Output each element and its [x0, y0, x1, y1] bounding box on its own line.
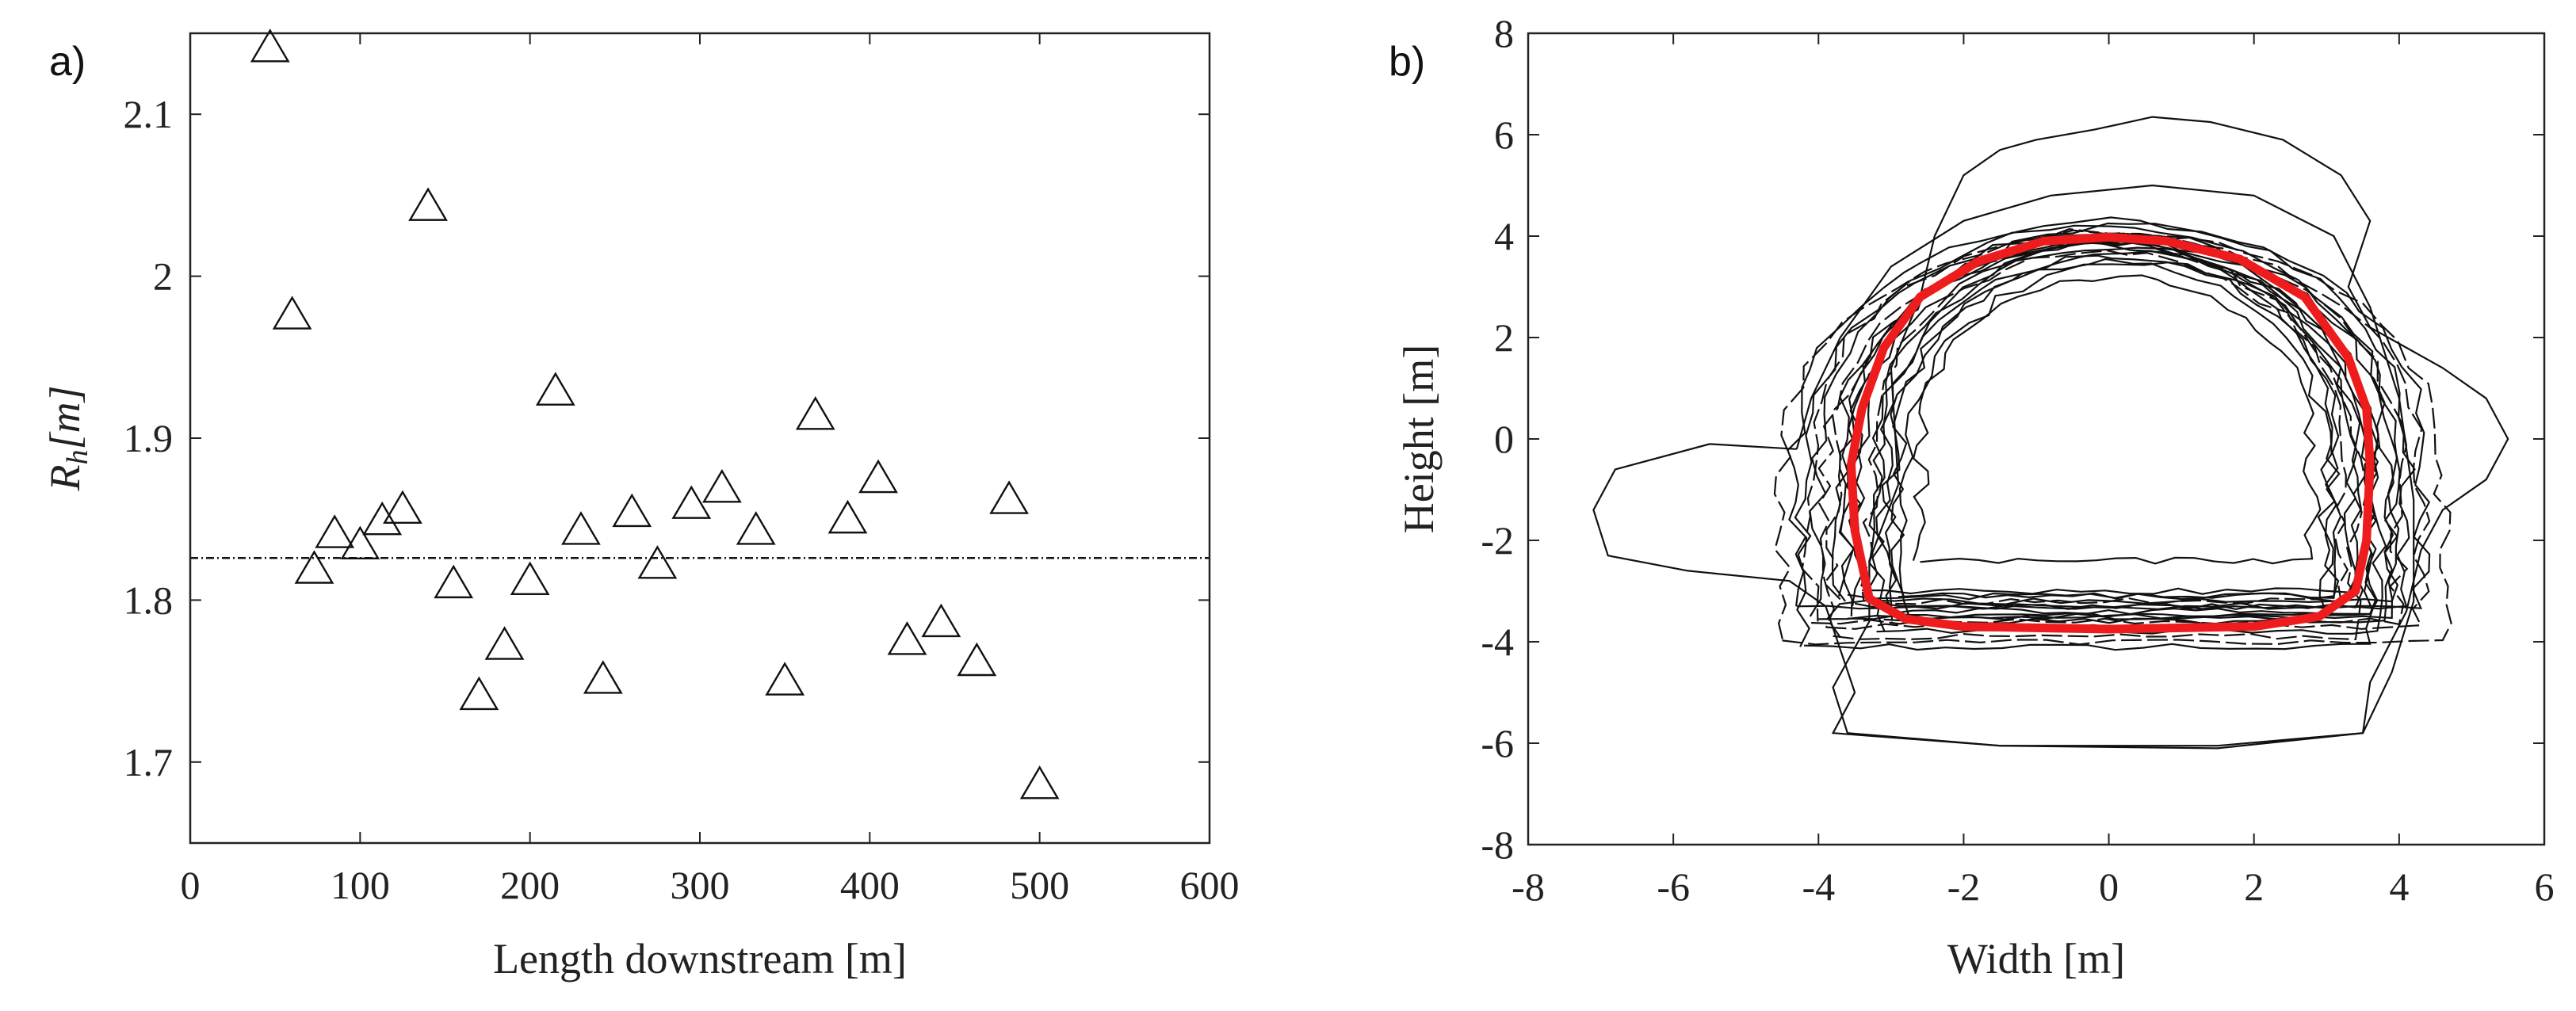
- triangle-marker: [535, 372, 575, 406]
- panel-b-y-axis-label: Height [m]: [1395, 345, 1443, 533]
- triangle-marker: [340, 525, 380, 560]
- triangle-marker: [272, 296, 312, 330]
- triangle-marker: [827, 499, 868, 534]
- triangle-marker: [612, 493, 652, 528]
- x-tick-label: -8: [1512, 864, 1545, 909]
- x-tick-label: -6: [1657, 864, 1690, 909]
- panel-a-x-axis-label: Length downstream [m]: [493, 935, 907, 982]
- triangle-marker: [765, 662, 805, 696]
- y-label-main: R: [41, 465, 89, 492]
- y-tick-label: 4: [1494, 214, 1514, 258]
- y-tick-label: 8: [1494, 11, 1514, 55]
- profile-line: [1837, 241, 2342, 601]
- panel-a-axes-box: [189, 32, 1211, 845]
- x-tick-label: 500: [1010, 863, 1069, 907]
- triangle-marker: [858, 459, 898, 494]
- triangle-marker: [1019, 765, 1060, 799]
- y-tick-label: 6: [1494, 113, 1514, 157]
- y-tick-label: -6: [1481, 721, 1514, 765]
- y-tick-label: -4: [1481, 620, 1514, 664]
- triangle-marker: [795, 396, 835, 430]
- panel-b-axes-box: [1527, 32, 2546, 846]
- y-label-tail: [m]: [41, 385, 89, 449]
- x-tick-label: 2: [2244, 864, 2264, 909]
- triangle-marker: [383, 490, 422, 525]
- y-tick-label: 2.1: [124, 92, 174, 136]
- y-tick-label: 1.8: [124, 578, 174, 622]
- triangle-marker: [434, 564, 474, 599]
- triangle-marker: [561, 511, 601, 545]
- profile-line: [1787, 216, 2431, 610]
- profile-line: [1801, 227, 2409, 626]
- profile-line: [1809, 224, 2400, 620]
- profile-line: [1773, 229, 2452, 646]
- x-tick-label: 100: [331, 863, 390, 907]
- x-tick-label: 400: [840, 863, 900, 907]
- panel-b-x-axis-label: Width [m]: [1947, 935, 2125, 982]
- profile-line: [1898, 261, 2379, 620]
- profile-line: [1831, 238, 2401, 605]
- triangle-marker: [315, 514, 355, 548]
- x-tick-label: 200: [500, 863, 560, 907]
- x-tick-label: 6: [2535, 864, 2555, 909]
- panel-b-label: b): [1389, 39, 1425, 85]
- x-tick-label: -4: [1802, 864, 1835, 909]
- panel-a-y-axis-label: Rh[m]: [41, 385, 94, 491]
- y-tick-label: -8: [1481, 822, 1514, 867]
- y-tick-label: 1.7: [124, 740, 174, 784]
- triangle-marker: [510, 561, 550, 595]
- triangle-marker: [887, 621, 927, 655]
- profile-line: [1794, 234, 2379, 651]
- y-tick-label: 0: [1494, 417, 1514, 461]
- triangle-marker: [736, 511, 776, 545]
- outlier-profile-line: [1832, 116, 2509, 750]
- y-tick-label: 1.9: [124, 416, 174, 460]
- profile-line: [1860, 250, 2349, 605]
- panel-b-cross-sections: b) -8 -6 -4 -2 0 2 4 6 -8 -6 -4 -2 0 2 4 6 8 Width [m] H…: [1389, 11, 2555, 982]
- panel-b-ticks: -8 -6 -4 -2 0 2 4 6 -8 -6 -4 -2 0 2 4 6 8: [1481, 11, 2554, 909]
- x-tick-label: 4: [2389, 864, 2409, 909]
- panel-a-rh-scatter: a) 0 100 200 300 400 500 600 1.7 1.8 1.9 2 2.1 Leng…: [41, 29, 1240, 982]
- triangle-marker: [921, 603, 961, 638]
- x-tick-label: -2: [1947, 864, 1981, 909]
- x-tick-label: 0: [181, 863, 201, 907]
- triangle-marker: [701, 469, 742, 503]
- triangle-marker: [957, 642, 997, 677]
- panel-b-mean-profile-layer: [1847, 232, 2375, 634]
- triangle-marker: [583, 660, 623, 694]
- y-tick-label: 2: [153, 254, 173, 299]
- panel-a-label: a): [49, 39, 86, 85]
- x-tick-label: 0: [2099, 864, 2119, 909]
- panel-a-markers: [250, 29, 1060, 799]
- triangle-marker: [484, 626, 525, 660]
- x-tick-label: 600: [1180, 863, 1240, 907]
- panel-a-ticks: 0 100 200 300 400 500 600 1.7 1.8 1.9 2 2.1: [124, 33, 1240, 907]
- triangle-marker: [459, 676, 499, 711]
- triangle-marker: [671, 485, 712, 519]
- outlier-profile-line: [1592, 184, 2415, 747]
- triangle-marker: [637, 545, 678, 579]
- triangle-marker: [294, 550, 334, 584]
- triangle-marker: [362, 501, 403, 536]
- profile-line: [1912, 274, 2322, 565]
- y-label-sub: h: [61, 450, 94, 465]
- profile-line: [1845, 222, 2416, 610]
- triangle-marker: [989, 480, 1029, 514]
- triangle-marker: [250, 29, 290, 63]
- y-tick-label: 2: [1494, 315, 1514, 360]
- profile-line: [1881, 258, 2336, 616]
- triangle-marker: [408, 187, 448, 221]
- mean-profile: [1847, 232, 2375, 634]
- y-tick-label: -2: [1481, 518, 1514, 563]
- x-tick-label: 300: [671, 863, 730, 907]
